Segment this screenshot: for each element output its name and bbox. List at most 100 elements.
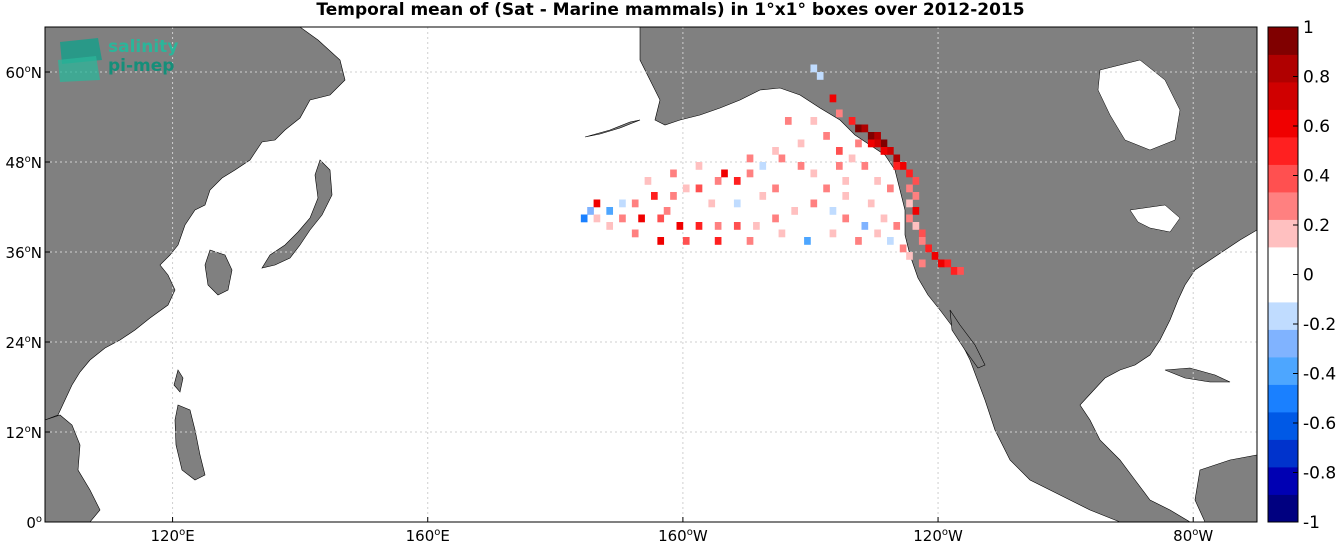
data-cell: [835, 162, 843, 170]
data-cell: [855, 237, 862, 245]
data-cell: [676, 222, 684, 230]
data-cell: [580, 214, 588, 223]
data-cell: [772, 147, 779, 155]
y-tick-label: 60oN: [6, 64, 42, 82]
hudson-bay: [1097, 59, 1181, 151]
data-cell: [778, 154, 786, 163]
colorbar-tick-label: 0.4: [1303, 167, 1330, 187]
data-cell: [733, 177, 741, 185]
data-cell: [695, 222, 703, 230]
data-cell: [810, 169, 818, 178]
data-cell: [759, 192, 767, 200]
data-cell: [867, 132, 875, 140]
data-cell: [874, 139, 881, 148]
data-cell: [880, 214, 888, 223]
logo-mark-icon: [58, 38, 102, 82]
data-cell: [606, 222, 614, 230]
data-cell: [657, 214, 665, 223]
colorbar-segment: [1268, 302, 1298, 330]
data-cell: [816, 72, 824, 80]
data-cell: [663, 207, 671, 215]
colorbar-segment: [1268, 109, 1298, 138]
data-cell: [861, 222, 869, 230]
data-cell: [619, 214, 626, 223]
colorbar-tick-label: 0: [1303, 266, 1314, 286]
data-cell: [906, 184, 913, 193]
y-tick-label: 24oN: [6, 334, 42, 352]
land-japan: [261, 159, 333, 269]
data-cell: [887, 237, 894, 245]
colorbar-segment: [1268, 467, 1298, 495]
data-cell: [670, 192, 677, 200]
data-cell: [670, 169, 677, 178]
y-tick-label: 36oN: [6, 244, 42, 262]
data-cell: [925, 244, 932, 253]
data-cell: [861, 124, 869, 133]
colorbar-segment: [1268, 329, 1298, 358]
colorbar-segment: [1268, 164, 1298, 193]
data-cell: [823, 184, 830, 193]
land-baja: [949, 309, 986, 369]
data-cell: [829, 94, 837, 103]
x-tick-label: 160oW: [658, 527, 708, 544]
data-cell: [880, 147, 888, 155]
data-cell: [835, 147, 843, 155]
data-cell: [867, 139, 875, 148]
y-axis-ticks: 0o 12oN 24oN 36oN 48oN 60oN: [6, 64, 50, 532]
colorbar-tick-label: -0.4: [1303, 365, 1336, 385]
colorbar-segment: [1268, 494, 1298, 523]
data-cell: [791, 207, 799, 215]
map-frame: [44, 26, 1258, 523]
data-cell: [918, 229, 926, 238]
data-cell: [912, 192, 920, 200]
colorbar-segment: [1268, 137, 1298, 165]
colorbar-segment: [1268, 384, 1298, 413]
data-cell: [855, 139, 862, 148]
x-tick-label: 80oW: [1173, 527, 1213, 544]
data-cell: [855, 124, 862, 133]
data-cell: [810, 64, 818, 73]
data-cell: [695, 162, 703, 170]
data-cell: [867, 199, 875, 208]
colorbar-tick-label: -0.2: [1303, 315, 1336, 335]
data-cell: [912, 177, 920, 185]
land-asia: [44, 26, 346, 421]
data-cell: [593, 199, 601, 208]
data-cell: [733, 222, 741, 230]
logo-line2: pi-mep: [108, 56, 175, 76]
data-cell: [657, 237, 665, 245]
data-cell: [804, 237, 811, 245]
data-cell: [893, 162, 901, 170]
data-cell: [746, 154, 754, 163]
data-cell: [912, 222, 920, 230]
data-cell: [938, 259, 945, 268]
colorbar-segment: [1268, 219, 1298, 248]
x-tick-label: 120oE: [150, 527, 194, 544]
data-cell: [893, 222, 901, 230]
colorbar-tick-label: 0.6: [1303, 117, 1330, 137]
data-cell: [714, 222, 722, 230]
data-cell: [874, 177, 881, 185]
data-cell: [746, 237, 754, 245]
colorbar-tick-label: -0.6: [1303, 414, 1336, 434]
data-cell: [906, 199, 913, 208]
data-cell: [899, 244, 907, 253]
colorbar-segment: [1268, 82, 1298, 110]
data-cell: [759, 162, 767, 170]
land-layer: [44, 26, 1258, 523]
great-lakes: [1129, 204, 1181, 233]
data-cell: [721, 169, 728, 178]
colorbar-segment: [1268, 412, 1298, 440]
data-cell: [893, 154, 901, 163]
data-cell: [631, 229, 639, 238]
colorbar-segment: [1268, 274, 1298, 303]
data-cell: [733, 199, 741, 208]
data-cell: [899, 162, 907, 170]
data-cell: [931, 252, 939, 260]
colorbar-segment: [1268, 247, 1298, 275]
data-cell: [906, 169, 913, 178]
data-cell: [918, 259, 926, 268]
colorbar-tick-label: 0.2: [1303, 216, 1330, 236]
colorbar-segment: [1268, 192, 1298, 220]
data-cell: [950, 267, 958, 275]
